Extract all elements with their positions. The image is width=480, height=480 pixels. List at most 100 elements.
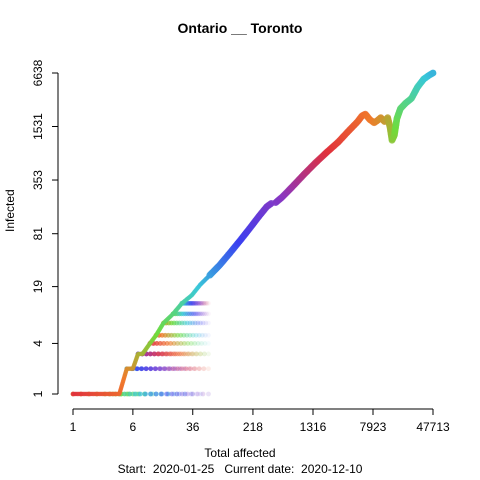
fan-point bbox=[193, 311, 199, 317]
fan-point bbox=[179, 366, 185, 372]
x-tick-label: 7923 bbox=[360, 420, 387, 434]
x-axis-label: Total affected bbox=[204, 446, 276, 460]
fan-point bbox=[206, 391, 211, 397]
fan-point bbox=[163, 351, 169, 357]
y-tick-label: 353 bbox=[31, 170, 45, 190]
fan-point bbox=[193, 332, 199, 338]
fan-point bbox=[202, 351, 207, 357]
x-tick-label: 218 bbox=[243, 420, 263, 434]
fan-point bbox=[177, 366, 183, 372]
fan-point bbox=[193, 351, 199, 357]
fan-point bbox=[196, 332, 202, 338]
fan-point bbox=[178, 341, 184, 346]
fan-point bbox=[206, 332, 211, 338]
fan-point bbox=[200, 391, 206, 397]
fan-point bbox=[184, 332, 190, 338]
fan-point bbox=[166, 366, 171, 372]
fan-point bbox=[206, 391, 211, 397]
fan-point bbox=[206, 351, 211, 357]
fan-point bbox=[183, 366, 189, 372]
fan-point bbox=[190, 391, 196, 397]
y-tick-label: 6638 bbox=[31, 59, 45, 86]
fan-point bbox=[157, 366, 162, 372]
fan-point bbox=[206, 351, 211, 357]
x-tick-label: 6 bbox=[130, 420, 137, 434]
fan-point bbox=[139, 366, 145, 372]
fan-point bbox=[201, 351, 207, 357]
fan-point bbox=[170, 366, 176, 372]
fan-point bbox=[196, 366, 202, 372]
fan-point bbox=[198, 320, 203, 326]
current-date: 2020-12-10 bbox=[301, 462, 363, 476]
fan-point bbox=[195, 311, 201, 317]
fan-point bbox=[206, 366, 211, 372]
fan-point bbox=[195, 320, 201, 326]
fan-point bbox=[134, 366, 140, 372]
fan-point bbox=[204, 300, 210, 306]
fan-point bbox=[188, 341, 194, 346]
fan-point bbox=[206, 320, 211, 326]
fan-point bbox=[187, 320, 193, 326]
fan-point bbox=[189, 311, 195, 317]
early-connector-lines bbox=[73, 322, 165, 395]
axes: 1 6 36 218 1316 7923 47713 1 4 19 81 353 1531 6638 bbox=[31, 59, 450, 434]
fan-point bbox=[165, 391, 171, 397]
fan-point bbox=[199, 311, 205, 317]
fan-point bbox=[195, 300, 200, 306]
fan-point bbox=[199, 341, 204, 346]
fan-point bbox=[153, 391, 159, 397]
fan-point bbox=[201, 311, 207, 317]
fan-point bbox=[137, 391, 143, 397]
fan-point bbox=[178, 351, 184, 357]
fan-point bbox=[143, 391, 148, 397]
fan-point bbox=[132, 391, 138, 397]
fan-point bbox=[152, 366, 158, 372]
fan-point bbox=[206, 366, 211, 372]
current-date-label: Current date: bbox=[224, 462, 295, 476]
fan-point bbox=[181, 332, 187, 338]
fan-point bbox=[168, 341, 173, 346]
fan-point bbox=[182, 366, 187, 372]
fan-point bbox=[194, 351, 200, 357]
fan-point bbox=[187, 332, 193, 338]
footer-dates: Start: 2020-01-25 Current date: 2020-12-… bbox=[0, 462, 480, 476]
trajectory-series bbox=[70, 69, 437, 397]
start-date: 2020-01-25 bbox=[152, 462, 215, 476]
chart-title: Ontario __ Toronto bbox=[177, 20, 303, 36]
fan-point bbox=[194, 391, 200, 397]
y-tick-label: 1531 bbox=[31, 113, 45, 140]
fan-point bbox=[186, 351, 192, 357]
fan-point bbox=[154, 341, 160, 346]
fan-point bbox=[197, 351, 203, 357]
fan-point bbox=[181, 351, 186, 357]
y-axis-label: Infected bbox=[3, 189, 17, 232]
fan-point bbox=[143, 366, 149, 372]
fan-point bbox=[197, 311, 203, 317]
fan-point bbox=[191, 300, 197, 306]
fan-point bbox=[169, 391, 175, 397]
fan-point bbox=[182, 391, 187, 397]
fan-point bbox=[161, 341, 167, 346]
fan-point bbox=[155, 351, 161, 357]
fan-point bbox=[185, 341, 191, 346]
fan-point bbox=[200, 391, 206, 397]
y-tick-label: 81 bbox=[31, 227, 45, 241]
fan-point bbox=[171, 351, 176, 357]
fan-point bbox=[151, 351, 157, 357]
fan-point bbox=[185, 351, 191, 357]
fan-point bbox=[174, 391, 180, 397]
fan-point bbox=[196, 300, 202, 306]
fan-point bbox=[182, 351, 188, 357]
fan-point bbox=[174, 391, 179, 397]
fan-point bbox=[192, 341, 198, 346]
fan-point bbox=[178, 332, 184, 338]
fan-point bbox=[158, 391, 164, 397]
y-tick-label: 1 bbox=[31, 390, 45, 397]
fan-point bbox=[192, 366, 198, 372]
fan-point bbox=[201, 300, 207, 306]
fan-point bbox=[190, 391, 195, 397]
fan-point bbox=[122, 391, 127, 397]
fan-point bbox=[193, 300, 199, 306]
fan-point bbox=[166, 391, 172, 397]
fan-point bbox=[202, 332, 208, 338]
